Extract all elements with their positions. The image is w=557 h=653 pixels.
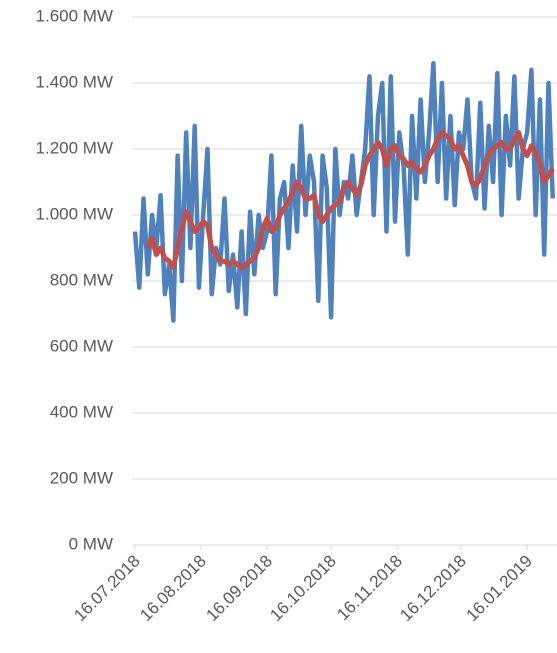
y-tick-label: 1.200 MW xyxy=(36,138,113,157)
x-tick-label: 16.12.2018 xyxy=(396,551,470,625)
x-tick-label: 16.10.2018 xyxy=(266,551,340,625)
axis-labels: 0 MW 200 MW 400 MW 600 MW 800 MW 1.000 MW 1.20… xyxy=(36,6,536,625)
y-tick-label: 600 MW xyxy=(50,336,113,355)
plot-area xyxy=(132,60,555,323)
x-tick-label: 16.07.2018 xyxy=(70,551,144,625)
x-tick-label: 16.11.2018 xyxy=(333,551,406,624)
y-tick-label: 1.000 MW xyxy=(36,204,113,223)
y-tick-label: 1.400 MW xyxy=(36,72,113,91)
y-tick-label: 0 MW xyxy=(69,534,113,553)
y-tick-label: 1.600 MW xyxy=(36,6,113,25)
y-tick-label: 400 MW xyxy=(50,402,113,421)
y-tick-label: 200 MW xyxy=(50,468,113,487)
x-tick-label: 16.01.2019 xyxy=(462,551,536,625)
x-tick-label: 16.09.2018 xyxy=(202,551,276,625)
x-tick-label: 16.08.2018 xyxy=(136,551,210,625)
series-line xyxy=(145,130,555,271)
grid xyxy=(132,16,557,550)
y-tick-label: 800 MW xyxy=(50,270,113,289)
